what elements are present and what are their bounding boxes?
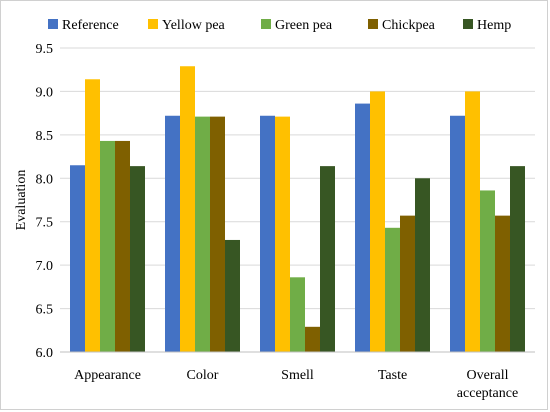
bar-reference — [450, 115, 465, 353]
y-tick-label: 9.5 — [36, 42, 54, 57]
legend: Reference Yellow pea Green pea Chickpea Hemp — [48, 18, 511, 33]
bar-green-pea — [385, 227, 400, 352]
x-tick-label: acceptance — [457, 386, 518, 401]
legend-swatch — [463, 19, 473, 29]
bar-chickpea — [495, 215, 510, 352]
legend-swatch — [48, 19, 58, 29]
y-tick-label: 9.0 — [36, 85, 54, 100]
bar-hemp — [415, 178, 430, 352]
bar-yellow-pea — [85, 79, 100, 353]
bar-green-pea — [290, 277, 305, 352]
legend-label: Yellow pea — [162, 18, 226, 33]
y-tick-label: 6.5 — [36, 303, 54, 318]
y-tick-label: 7.0 — [36, 259, 54, 274]
bar-yellow-pea — [275, 116, 290, 352]
bar-reference — [260, 115, 275, 353]
bar-reference — [70, 165, 85, 352]
bar-hemp — [320, 166, 335, 352]
bar-reference — [355, 103, 370, 353]
y-tick-label: 8.5 — [36, 129, 54, 144]
x-tick-label: Color — [187, 368, 219, 383]
legend-label: Chickpea — [382, 18, 436, 33]
bar-hemp — [225, 239, 240, 352]
legend-swatch — [261, 19, 271, 29]
bars — [70, 66, 525, 353]
bar-green-pea — [195, 116, 210, 352]
y-tick-label: 6.0 — [36, 346, 54, 361]
y-tick-label: 7.5 — [36, 216, 54, 231]
x-tick-label: Taste — [378, 368, 407, 383]
bar-yellow-pea — [370, 91, 385, 352]
x-tick-label: Smell — [281, 368, 314, 383]
bar-hemp — [130, 166, 145, 352]
bar-yellow-pea — [180, 66, 195, 353]
axes: 6.0 6.5 7.0 7.5 8.0 8.5 9.0 9.5 Appearance Color S… — [36, 42, 535, 401]
bar-chickpea — [210, 116, 225, 352]
x-tick-label: Appearance — [74, 368, 141, 383]
bar-hemp — [510, 166, 525, 352]
x-tick-label: Overall — [467, 368, 509, 383]
bar-chickpea — [115, 140, 130, 352]
legend-swatch — [148, 19, 158, 29]
bar-chickpea — [305, 326, 320, 352]
bar-green-pea — [480, 190, 495, 352]
y-axis-title: Evaluation — [14, 170, 29, 231]
legend-swatch — [368, 19, 378, 29]
bar-green-pea — [100, 140, 115, 352]
bar-reference — [165, 115, 180, 353]
legend-label: Hemp — [477, 18, 511, 33]
legend-label: Green pea — [275, 18, 333, 33]
bar-chickpea — [400, 215, 415, 352]
legend-label: Reference — [62, 18, 119, 33]
y-tick-label: 8.0 — [36, 172, 54, 187]
bar-yellow-pea — [465, 91, 480, 352]
